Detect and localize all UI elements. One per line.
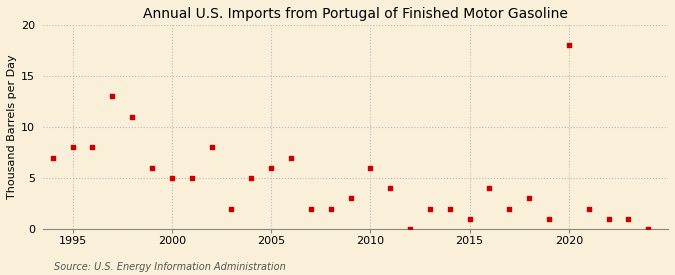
Point bbox=[127, 115, 138, 119]
Point bbox=[226, 207, 237, 211]
Point bbox=[385, 186, 396, 191]
Point bbox=[524, 196, 535, 201]
Point bbox=[564, 43, 574, 48]
Point bbox=[464, 217, 475, 221]
Point bbox=[504, 207, 514, 211]
Point bbox=[68, 145, 78, 150]
Point bbox=[107, 94, 117, 98]
Point bbox=[603, 217, 614, 221]
Point bbox=[87, 145, 98, 150]
Y-axis label: Thousand Barrels per Day: Thousand Barrels per Day bbox=[7, 55, 17, 199]
Text: Source: U.S. Energy Information Administration: Source: U.S. Energy Information Administ… bbox=[54, 262, 286, 272]
Point bbox=[286, 155, 296, 160]
Point bbox=[623, 217, 634, 221]
Point bbox=[167, 176, 178, 180]
Point bbox=[325, 207, 336, 211]
Point bbox=[543, 217, 554, 221]
Title: Annual U.S. Imports from Portugal of Finished Motor Gasoline: Annual U.S. Imports from Portugal of Fin… bbox=[143, 7, 568, 21]
Point bbox=[266, 166, 277, 170]
Point bbox=[404, 227, 415, 231]
Point bbox=[206, 145, 217, 150]
Point bbox=[305, 207, 316, 211]
Point bbox=[345, 196, 356, 201]
Point bbox=[365, 166, 376, 170]
Point bbox=[246, 176, 256, 180]
Point bbox=[444, 207, 455, 211]
Point bbox=[484, 186, 495, 191]
Point bbox=[47, 155, 58, 160]
Point bbox=[643, 227, 653, 231]
Point bbox=[425, 207, 435, 211]
Point bbox=[146, 166, 157, 170]
Point bbox=[583, 207, 594, 211]
Point bbox=[186, 176, 197, 180]
